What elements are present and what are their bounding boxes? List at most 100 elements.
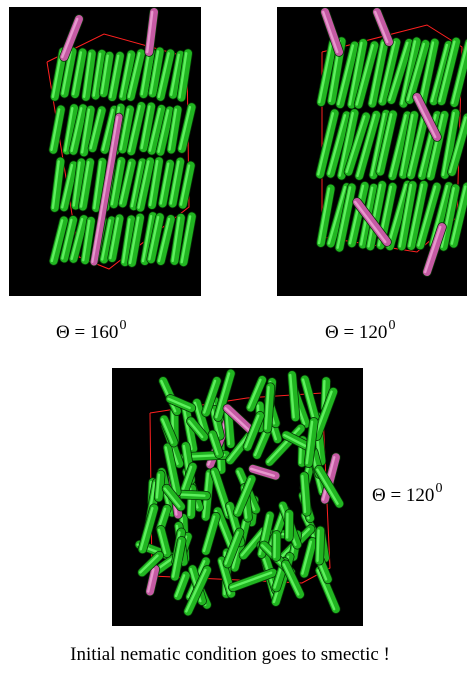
rod xyxy=(312,386,339,441)
rod xyxy=(343,111,371,177)
rod xyxy=(396,180,418,252)
rod xyxy=(170,535,187,582)
rod xyxy=(108,156,127,209)
rod xyxy=(436,36,461,106)
rod xyxy=(352,197,392,247)
rod xyxy=(135,156,155,213)
rod xyxy=(70,47,88,99)
rod xyxy=(80,216,96,265)
rod xyxy=(68,214,89,264)
rod xyxy=(155,48,176,102)
rod xyxy=(207,429,224,459)
rod xyxy=(334,182,357,253)
rod xyxy=(128,157,148,211)
rod xyxy=(386,38,414,105)
footer-caption: Initial nematic condition goes to smecti… xyxy=(70,644,390,665)
rod xyxy=(138,101,156,153)
rod xyxy=(127,212,145,268)
rod xyxy=(422,222,447,277)
rod-nematic-snapshot xyxy=(134,368,345,617)
rod xyxy=(242,410,265,452)
rod xyxy=(398,110,419,180)
rod xyxy=(252,425,273,460)
rod xyxy=(156,214,176,266)
rod xyxy=(166,104,183,155)
rod xyxy=(62,103,79,156)
caption-theta-120-top: Θ = 1200 xyxy=(325,318,395,344)
rod xyxy=(144,7,159,57)
rod xyxy=(180,402,198,454)
rod xyxy=(177,102,197,154)
rod xyxy=(232,474,257,518)
rod xyxy=(146,104,167,156)
rod xyxy=(314,464,345,509)
rod xyxy=(178,211,197,267)
rod xyxy=(447,112,467,177)
rod xyxy=(367,37,390,109)
rod xyxy=(299,537,318,579)
rod xyxy=(387,110,413,181)
rod xyxy=(156,525,172,558)
rod xyxy=(398,36,422,109)
caption-exponent: 0 xyxy=(388,318,396,333)
rod xyxy=(157,158,175,209)
rod xyxy=(316,183,336,248)
caption-exponent: 0 xyxy=(435,481,443,496)
caption-text: Θ = 120 xyxy=(325,322,388,343)
rod xyxy=(48,104,66,155)
rod xyxy=(346,38,368,110)
rod xyxy=(354,110,382,181)
rod xyxy=(118,49,136,102)
rod xyxy=(248,464,281,481)
rod xyxy=(406,110,430,181)
rod xyxy=(99,104,120,155)
rod xyxy=(280,559,305,600)
rod xyxy=(238,526,269,561)
rod xyxy=(415,181,442,251)
rod-layers-snapshot xyxy=(315,7,467,277)
rod xyxy=(79,104,96,158)
rod xyxy=(155,105,175,157)
rod xyxy=(87,105,107,153)
rod xyxy=(385,180,413,251)
rod xyxy=(428,40,454,106)
rod xyxy=(440,108,461,180)
rod xyxy=(335,40,360,109)
rod xyxy=(316,38,338,107)
rod xyxy=(375,109,398,177)
rod xyxy=(137,550,164,578)
rod xyxy=(117,157,137,209)
rod xyxy=(315,108,340,180)
rod xyxy=(284,509,294,543)
rod xyxy=(49,156,66,213)
rod xyxy=(59,46,78,99)
rod xyxy=(125,48,146,102)
rod xyxy=(180,462,198,495)
rod xyxy=(425,110,450,182)
rod xyxy=(377,37,402,107)
rod xyxy=(120,214,136,267)
rod-layers-snapshot xyxy=(46,7,197,270)
rod xyxy=(168,50,186,100)
rod xyxy=(314,525,326,566)
rod xyxy=(325,182,352,249)
rod xyxy=(448,181,467,249)
rod xyxy=(372,7,394,47)
rod xyxy=(68,103,88,156)
rod xyxy=(438,183,461,252)
rod xyxy=(406,180,429,251)
rod xyxy=(98,50,115,98)
rod xyxy=(287,370,301,423)
caption-theta-160: Θ = 1600 xyxy=(56,318,126,344)
rod xyxy=(169,212,186,266)
rod xyxy=(336,108,360,181)
rod xyxy=(146,212,165,265)
rod xyxy=(89,112,124,267)
simulation-box xyxy=(46,33,190,270)
rod xyxy=(320,7,344,57)
rod xyxy=(178,160,196,210)
rod xyxy=(147,156,164,210)
rod xyxy=(365,180,387,252)
rod xyxy=(245,375,267,413)
simulation-image-theta-120-bottom xyxy=(112,368,363,626)
